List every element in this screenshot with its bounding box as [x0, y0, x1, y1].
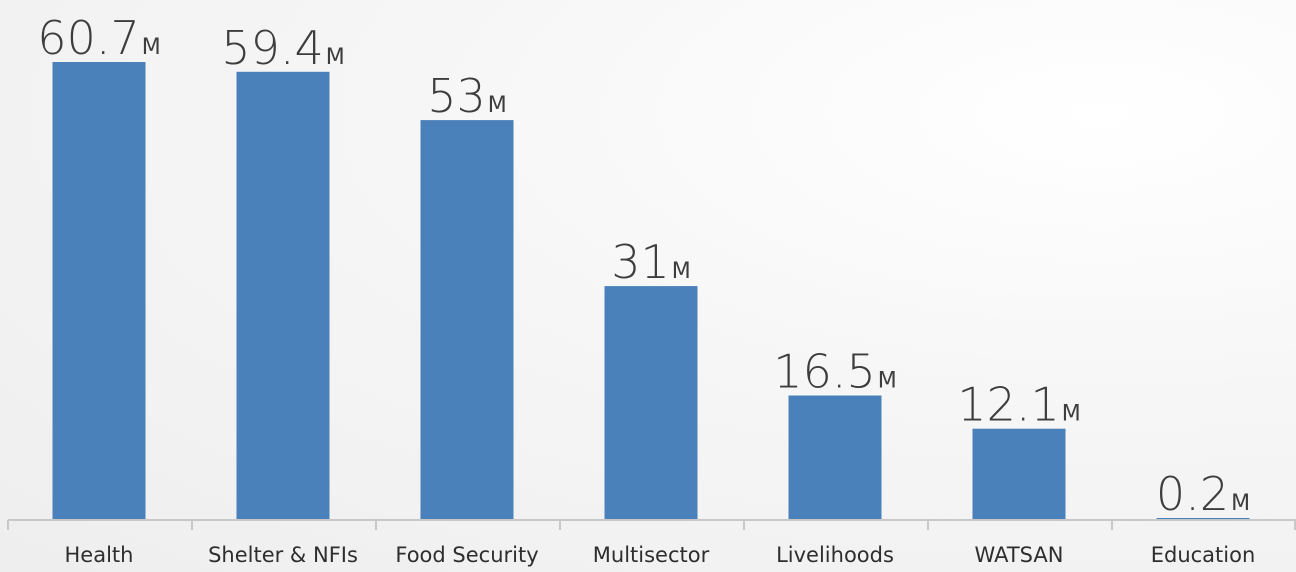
data-label: 31M — [611, 235, 691, 289]
data-label: 59.4M — [221, 21, 344, 75]
data-label-value: 31 — [611, 235, 670, 289]
x-tick-label: Livelihoods — [776, 543, 894, 567]
data-label-value: 0.2 — [1156, 467, 1229, 521]
bars-group — [52, 62, 1250, 521]
category-labels-group: Health Shelter & NFIs Food Security Multise… — [65, 543, 1256, 567]
x-tick-label: Education — [1151, 543, 1256, 567]
data-label-value: 12.1 — [957, 378, 1059, 432]
data-label-unit: M — [672, 259, 691, 284]
x-tick-label: Multisector — [593, 543, 710, 567]
data-label-value: 53 — [427, 69, 486, 123]
data-label-value: 16.5 — [773, 345, 875, 399]
data-label-unit: M — [488, 93, 507, 118]
x-tick-label: Shelter & NFIs — [208, 543, 358, 567]
bar-watsan — [972, 428, 1066, 520]
data-label-unit: M — [878, 369, 897, 394]
x-tick-label: Food Security — [395, 543, 538, 567]
bar-health — [52, 62, 146, 520]
data-label-value: 60.7 — [37, 11, 139, 65]
bar-food-security — [420, 120, 514, 520]
data-label-value: 59.4 — [221, 21, 323, 75]
data-label-unit: M — [1062, 402, 1081, 427]
data-label: 16.5M — [773, 345, 896, 399]
data-label: 53M — [427, 69, 507, 123]
data-label: 12.1M — [957, 378, 1080, 432]
data-label-unit: M — [326, 45, 345, 70]
x-tick-label: Health — [65, 543, 134, 567]
data-label: 60.7M — [37, 11, 160, 65]
data-label-unit: M — [1231, 491, 1250, 516]
x-tick-label: WATSAN — [975, 543, 1064, 567]
bar-shelter-nfis — [236, 71, 330, 521]
bar-livelihoods — [788, 395, 882, 520]
data-label: 0.2M — [1156, 467, 1250, 521]
data-label-unit: M — [142, 35, 161, 60]
x-axis — [7, 519, 1296, 530]
bar-multisector — [604, 286, 698, 520]
